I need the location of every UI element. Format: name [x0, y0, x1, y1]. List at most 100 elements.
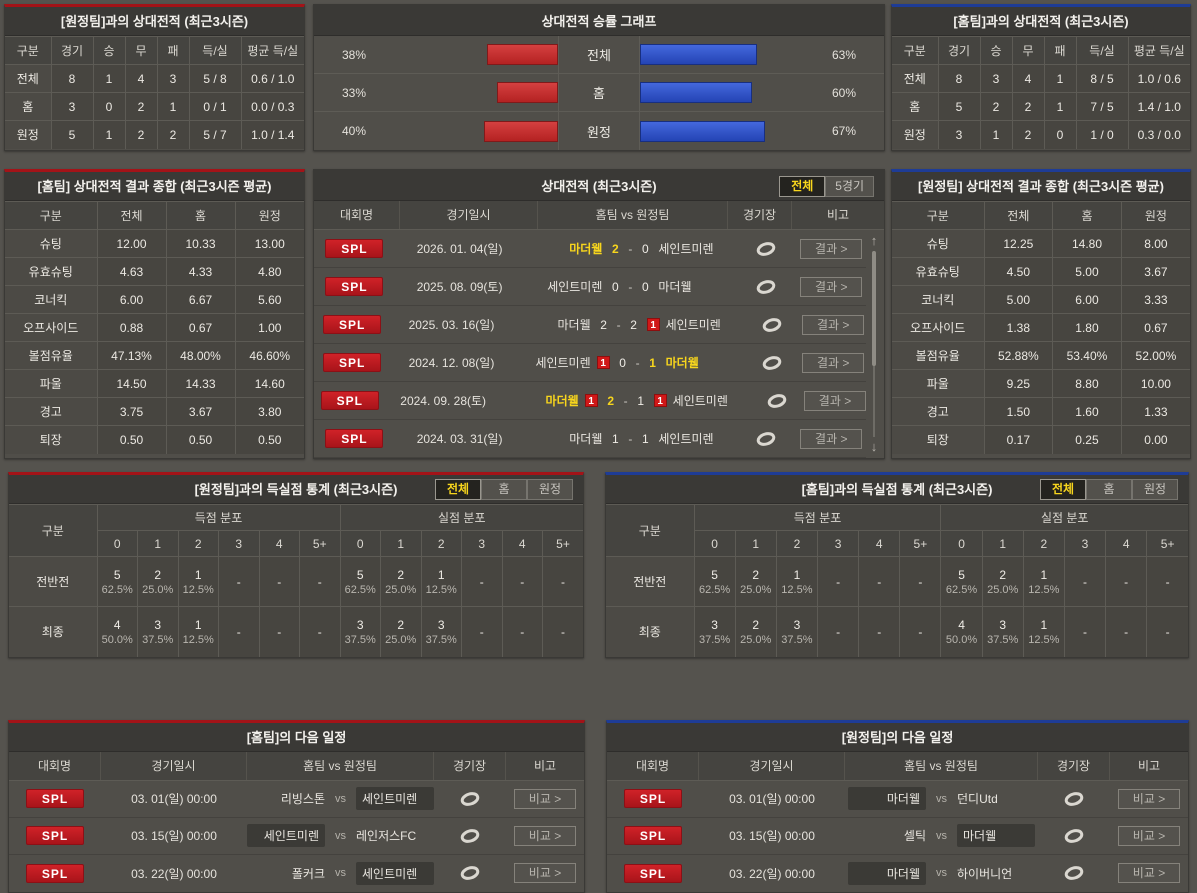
stadium-icon[interactable]: [755, 431, 777, 447]
stadium-icon[interactable]: [459, 865, 481, 881]
tab-away[interactable]: 원정: [527, 479, 574, 500]
result-button[interactable]: 결과 >: [800, 428, 863, 449]
compare-button[interactable]: 비교 >: [1118, 863, 1180, 883]
col-header: 평균 득/실: [240, 36, 304, 65]
dist-cell: -: [501, 556, 543, 607]
schedule-list-header: 대회명 경기일시 홈팀 vs 원정팀 경기장 비고: [607, 751, 1188, 781]
league-badge: SPL: [624, 789, 682, 808]
away-team-name: 하이버니언: [957, 866, 1013, 881]
stat-cell: 4.33: [165, 257, 236, 286]
away-score: 0: [642, 279, 649, 294]
compare-button[interactable]: 비교 >: [1118, 825, 1180, 846]
stat-cell: 10.00: [1120, 369, 1190, 398]
dist-cell: -: [1146, 606, 1188, 657]
compare-button[interactable]: 비교 >: [1118, 788, 1180, 809]
tab-home[interactable]: 홈: [1086, 479, 1132, 500]
row-label: 코너킥: [5, 285, 98, 314]
row-label: 전체: [892, 64, 939, 93]
result-button[interactable]: 결과 >: [802, 314, 865, 335]
stadium-icon[interactable]: [755, 279, 777, 295]
stadium-icon[interactable]: [1063, 791, 1085, 807]
compare-button[interactable]: 비교 >: [514, 788, 576, 809]
scroll-thumb[interactable]: [872, 251, 876, 367]
result-button[interactable]: 결과 >: [800, 238, 863, 259]
col-header-league: 대회명: [607, 751, 699, 780]
stadium-icon[interactable]: [459, 791, 481, 807]
vs-label: vs: [936, 867, 947, 879]
stadium-icon[interactable]: [761, 317, 783, 333]
stat-cell: 4: [1011, 64, 1045, 93]
league-badge: SPL: [320, 391, 379, 410]
schedule-row: SPL 03. 22(일) 00:00 마더웰 vs 하이버니언 비교 >: [607, 855, 1188, 892]
col-header: 구분: [892, 36, 939, 65]
tab-all[interactable]: 전체: [435, 479, 482, 500]
row-label: 전체: [5, 64, 52, 93]
row-label: 파울: [5, 369, 98, 398]
tab-last5[interactable]: 5경기: [825, 176, 874, 197]
table-row: 최종 3 37.5% 2 25.0% 3 37.5% - - - 4 50.0% 3 37…: [606, 606, 1188, 657]
scroll-down-icon[interactable]: ↓: [870, 439, 878, 454]
tab-all[interactable]: 전체: [1040, 479, 1086, 500]
scroll-up-icon[interactable]: ↑: [870, 233, 878, 248]
dist-cell: 5 62.5%: [693, 556, 736, 607]
vs-label: vs: [335, 829, 346, 842]
dist-cell: -: [258, 606, 300, 657]
stat-cell: 0.67: [1120, 313, 1190, 342]
col-header: 패: [1043, 36, 1077, 65]
stat-cell: 1.50: [983, 397, 1054, 426]
vs-label: vs: [936, 792, 947, 805]
stadium-icon[interactable]: [766, 393, 788, 409]
result-button[interactable]: 결과 >: [800, 276, 863, 297]
result-button[interactable]: 결과 >: [804, 390, 866, 411]
home-team-name: 세인트미렌: [535, 356, 591, 370]
dist-cell: -: [1146, 556, 1188, 607]
stat-cell: 13.00: [234, 229, 304, 258]
right-pct-label: 63%: [831, 47, 856, 62]
match-row: SPL 2024. 09. 28(토) 마더웰 1 2 - 1 1 세인트미렌 …: [314, 382, 866, 420]
col-header: 원정: [1120, 201, 1190, 230]
panel-title: [홈팀]의 다음 일정: [9, 722, 584, 752]
stat-cell: 0.6 / 1.0: [240, 64, 304, 93]
match-date: 2026. 01. 04(일): [416, 242, 503, 256]
match-date: 2024. 09. 28(토): [400, 394, 487, 408]
stat-cell: 3: [156, 64, 190, 93]
dist-cell: 2 25.0%: [137, 556, 179, 607]
summary-away-table: 구분 전체 홈 원정 슈팅 12.25 14.80 8.00 유효슈팅 4.50 5.00…: [892, 201, 1190, 454]
bin-header: 1: [137, 530, 179, 557]
stat-cell: 52.00%: [1120, 341, 1190, 370]
dist-cell: -: [461, 556, 503, 607]
tab-away[interactable]: 원정: [1132, 479, 1178, 500]
away-team-name: 마더웰: [957, 824, 1035, 847]
compare-button[interactable]: 비교 >: [514, 825, 576, 846]
stadium-icon[interactable]: [1063, 865, 1085, 881]
table-row: 퇴장 0.17 0.25 0.00: [892, 425, 1190, 454]
stat-cell: 0.50: [234, 425, 304, 454]
compare-button[interactable]: 비교 >: [514, 863, 576, 883]
table-row: 코너킥 5.00 6.00 3.33: [892, 285, 1190, 314]
blue-bar: [640, 82, 752, 103]
bin-header: 3: [218, 530, 260, 557]
stat-cell: 7 / 5: [1075, 92, 1129, 121]
stadium-icon[interactable]: [755, 241, 777, 257]
stat-cell: 0.3 / 0.0: [1127, 120, 1190, 149]
tab-home[interactable]: 홈: [481, 479, 528, 500]
dist-cell: -: [858, 556, 901, 607]
away-score: 1: [637, 393, 645, 408]
stadium-icon[interactable]: [1063, 828, 1085, 844]
stat-cell: 48.00%: [165, 341, 236, 370]
stadium-icon[interactable]: [459, 828, 481, 844]
col-header-stadium: 경기장: [1038, 751, 1110, 780]
stat-cell: 8 / 5: [1075, 64, 1129, 93]
stadium-icon[interactable]: [761, 355, 783, 371]
result-button[interactable]: 결과 >: [802, 352, 865, 373]
bin-header: 0: [339, 530, 381, 557]
col-header-note: 비고: [1137, 758, 1161, 773]
league-badge: SPL: [624, 863, 682, 883]
away-team-name: 레인저스FC: [356, 829, 417, 843]
row-label: 홈: [5, 92, 52, 121]
tab-all[interactable]: 전체: [779, 176, 826, 197]
col-header: 승: [979, 36, 1013, 65]
dist-cell: 1 12.5%: [1022, 556, 1065, 607]
scrollbar[interactable]: ↑ ↓: [866, 233, 882, 455]
